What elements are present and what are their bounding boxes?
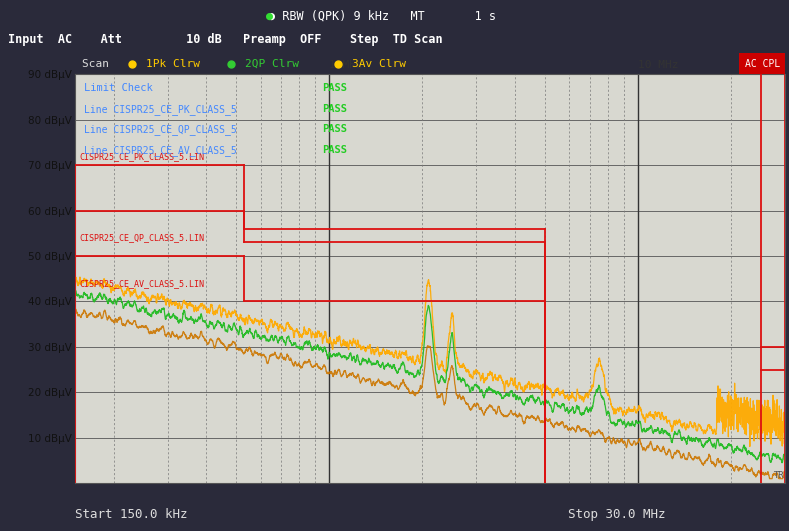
Text: ● RBW (QPK) 9 kHz   MT       1 s: ● RBW (QPK) 9 kHz MT 1 s [268,10,496,22]
Text: CISPR25_CE_QP_CLASS_5.LIN: CISPR25_CE_QP_CLASS_5.LIN [80,233,204,242]
Text: Line CISPR25_CE_PK_CLASS_5: Line CISPR25_CE_PK_CLASS_5 [84,104,237,115]
Bar [739,53,785,74]
Text: Stop 30.0 MHz: Stop 30.0 MHz [568,508,666,521]
Text: PASS: PASS [323,104,347,114]
Text: Start 150.0 kHz: Start 150.0 kHz [75,508,188,521]
Text: 3Av Clrw: 3Av Clrw [352,59,406,68]
Text: AC CPL: AC CPL [745,59,780,68]
Text: PASS: PASS [323,145,347,155]
Text: CISPR25_CE_AV_CLASS_5.LIN: CISPR25_CE_AV_CLASS_5.LIN [80,279,204,288]
Text: 1Pk Clrw: 1Pk Clrw [146,59,200,68]
Text: TR: TR [772,471,783,480]
Text: 2QP Clrw: 2QP Clrw [245,59,299,68]
Text: PASS: PASS [323,124,347,134]
Text: Limit Check: Limit Check [84,83,152,93]
Text: 10 MHz: 10 MHz [638,60,679,70]
Text: Input  AC    Att         10 dB   Preamp  OFF    Step  TD Scan: Input AC Att 10 dB Preamp OFF Step TD Sc… [8,33,443,46]
Text: 1 MHz: 1 MHz [329,60,363,70]
Text: CISPR25_CE_PK_CLASS_5.LIN: CISPR25_CE_PK_CLASS_5.LIN [80,152,204,161]
Text: Line CISPR25_CE_QP_CLASS_5: Line CISPR25_CE_QP_CLASS_5 [84,124,237,135]
Text: ●: ● [266,10,273,22]
Text: Scan: Scan [82,59,116,68]
Text: Line CISPR25_CE_AV_CLASS_5: Line CISPR25_CE_AV_CLASS_5 [84,145,237,156]
Text: PASS: PASS [323,83,347,93]
